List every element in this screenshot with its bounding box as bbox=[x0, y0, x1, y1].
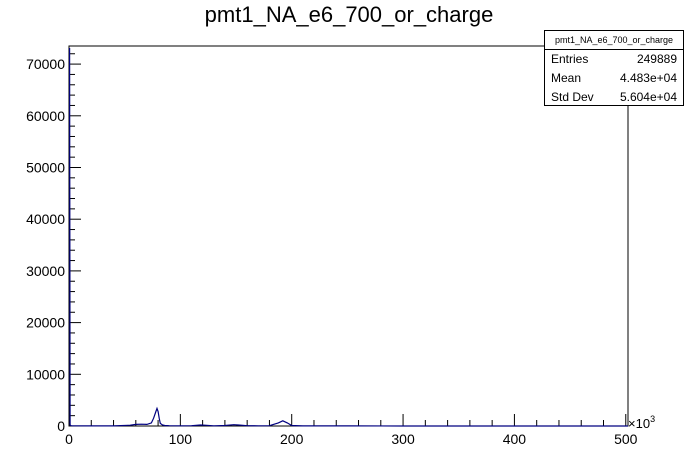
y-tick-label: 30000 bbox=[26, 263, 65, 279]
y-tick-label: 50000 bbox=[26, 159, 65, 175]
x-tick-label: 100 bbox=[169, 431, 193, 447]
y-tick-label: 0 bbox=[57, 418, 65, 434]
x-tick-label: 200 bbox=[280, 431, 304, 447]
y-tick-label: 10000 bbox=[26, 366, 65, 382]
y-tick-label: 70000 bbox=[26, 56, 65, 72]
y-tick-label: 40000 bbox=[26, 211, 65, 227]
y-tick-label: 20000 bbox=[26, 315, 65, 331]
x-multiplier-label: ×103 bbox=[628, 414, 655, 431]
stats-label: Mean bbox=[551, 71, 582, 85]
x-multiplier-exponent: 3 bbox=[650, 414, 655, 424]
series-line bbox=[69, 48, 628, 427]
stats-box: pmt1_NA_e6_700_or_charge Entries 249889 … bbox=[544, 30, 684, 106]
y-tick-label: 60000 bbox=[26, 108, 65, 124]
stats-label: Std Dev bbox=[551, 90, 594, 104]
chart-title: pmt1_NA_e6_700_or_charge bbox=[204, 2, 494, 27]
x-tick-label: 300 bbox=[391, 431, 415, 447]
x-tick-label: 400 bbox=[503, 431, 527, 447]
stats-row-mean: Mean 4.483e+04 bbox=[545, 69, 683, 88]
stats-box-name: pmt1_NA_e6_700_or_charge bbox=[545, 31, 683, 50]
stats-value: 249889 bbox=[636, 52, 677, 66]
series-area bbox=[69, 48, 628, 427]
stats-row-entries: Entries 249889 bbox=[545, 50, 683, 69]
stats-row-stddev: Std Dev 5.604e+04 bbox=[545, 88, 683, 107]
x-tick-label: 500 bbox=[614, 431, 638, 447]
stats-value: 5.604e+04 bbox=[619, 90, 677, 104]
x-tick-label: 0 bbox=[65, 431, 73, 447]
y-axis: 0 10000 20000 30000 40000 50000 60000 70000 bbox=[26, 53, 81, 434]
x-axis: 0 100 200 300 400 500 bbox=[65, 414, 638, 447]
stats-value: 4.483e+04 bbox=[619, 71, 677, 85]
stats-label: Entries bbox=[551, 52, 589, 66]
